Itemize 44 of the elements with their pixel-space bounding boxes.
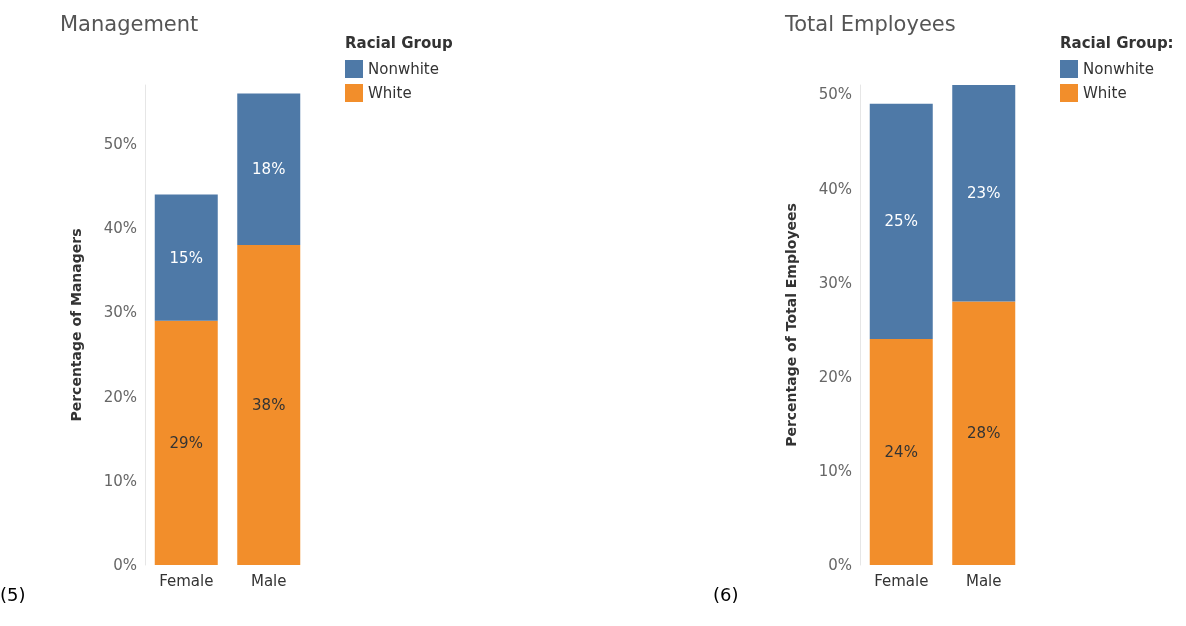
data-label: 25%	[884, 212, 918, 231]
y-tick-label: 0%	[828, 556, 852, 574]
x-tick-label: Female	[874, 571, 929, 590]
y-tick-label: 40%	[103, 219, 137, 238]
legend-title: Racial Group:	[1060, 33, 1174, 52]
x-tick-label: Female	[159, 571, 214, 590]
y-tick-label: 50%	[103, 134, 137, 153]
x-tick-label: Male	[965, 571, 1002, 590]
legend-label: White	[1083, 84, 1127, 102]
legend-title: Racial Group	[345, 33, 453, 52]
y-tick-label: 20%	[103, 387, 137, 406]
text: (6)	[713, 583, 739, 605]
text: (5)	[0, 583, 26, 605]
bar	[952, 301, 1016, 565]
y-axis-title: Percentage of Managers	[68, 228, 84, 422]
bar	[869, 103, 933, 340]
bar	[154, 194, 218, 321]
data-label: 23%	[967, 184, 1001, 203]
data-label: 24%	[884, 443, 918, 462]
chart-title: Total Employees	[784, 11, 956, 36]
y-tick-label: 30%	[818, 273, 852, 292]
x-tick-label: Male	[250, 571, 287, 590]
y-axis-title: Percentage of Total Employees	[783, 203, 799, 447]
y-tick-label: 10%	[818, 461, 852, 480]
y-tick-label: 30%	[103, 303, 137, 322]
data-label: 29%	[169, 433, 203, 452]
data-label: 18%	[252, 160, 286, 179]
y-tick-label: 50%	[818, 85, 852, 104]
chart-title: Management	[60, 11, 199, 36]
bar	[952, 85, 1016, 302]
data-label: 15%	[169, 248, 203, 267]
y-tick-label: 10%	[103, 471, 137, 490]
legend-label: Nonwhite	[1083, 60, 1154, 78]
bar	[237, 93, 301, 245]
y-tick-label: 40%	[818, 179, 852, 198]
data-label: 28%	[967, 424, 1001, 443]
bar	[154, 320, 218, 565]
bar	[237, 245, 301, 565]
legend-label: Nonwhite	[368, 60, 439, 78]
data-label: 38%	[252, 396, 286, 414]
legend-label: White	[368, 84, 412, 102]
bar	[869, 339, 933, 565]
y-tick-label: 0%	[113, 556, 137, 574]
y-tick-label: 20%	[818, 367, 852, 386]
